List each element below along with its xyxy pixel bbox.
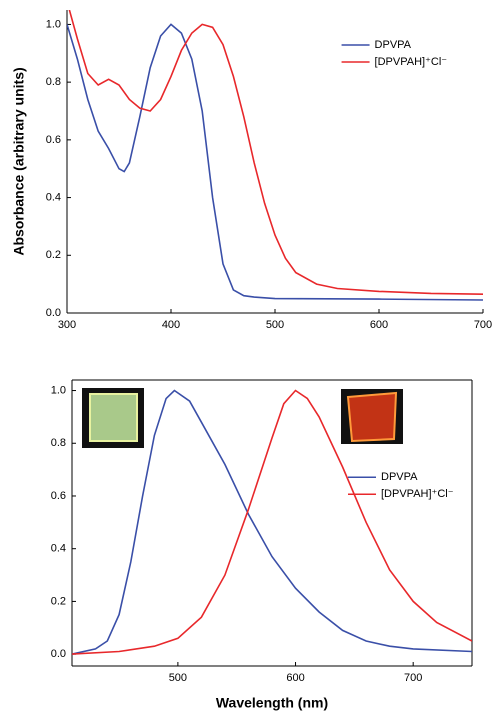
legend-label: DPVPA <box>375 39 412 51</box>
legend-label: DPVPA <box>381 471 418 483</box>
legend-label: [DPVPAH]⁺Cl⁻ <box>381 488 454 500</box>
x-tick-label: 500 <box>266 319 284 331</box>
series-line <box>72 389 472 655</box>
y-tick-label: 1.0 <box>51 384 66 396</box>
inset-photo-red <box>341 389 403 444</box>
series-line <box>72 389 472 655</box>
x-tick-label: 400 <box>162 319 180 331</box>
series-line <box>68 10 483 295</box>
y-tick-label: 0.2 <box>51 595 66 607</box>
y-tick-label: 0.8 <box>46 76 61 88</box>
x-tick-label: 500 <box>169 672 187 684</box>
inset-photo-green <box>82 388 144 448</box>
x-tick-label: 700 <box>404 672 422 684</box>
legend-label: [DPVPAH]⁺Cl⁻ <box>375 56 448 68</box>
y-tick-label: 0.0 <box>46 307 61 319</box>
x-tick-label: 600 <box>370 319 388 331</box>
x-tick-label: 300 <box>58 319 76 331</box>
y-axis-label: Absorbance (arbitrary units) <box>11 67 27 255</box>
plot-area <box>72 389 472 655</box>
y-tick-label: 0.6 <box>51 490 66 502</box>
y-tick-label: 0.6 <box>46 134 61 146</box>
y-tick-label: 0.0 <box>51 648 66 660</box>
y-tick-label: 0.4 <box>46 191 61 203</box>
x-tick-label: 600 <box>286 672 304 684</box>
y-tick-label: 1.0 <box>46 18 61 30</box>
y-tick-label: 0.2 <box>46 249 61 261</box>
x-axis-label: Wavelength (nm) <box>216 695 328 711</box>
x-tick-label: 700 <box>474 319 492 331</box>
y-tick-label: 0.8 <box>51 437 66 449</box>
y-tick-label: 0.4 <box>51 543 66 555</box>
plot-area <box>67 10 483 301</box>
series-line <box>67 23 483 301</box>
